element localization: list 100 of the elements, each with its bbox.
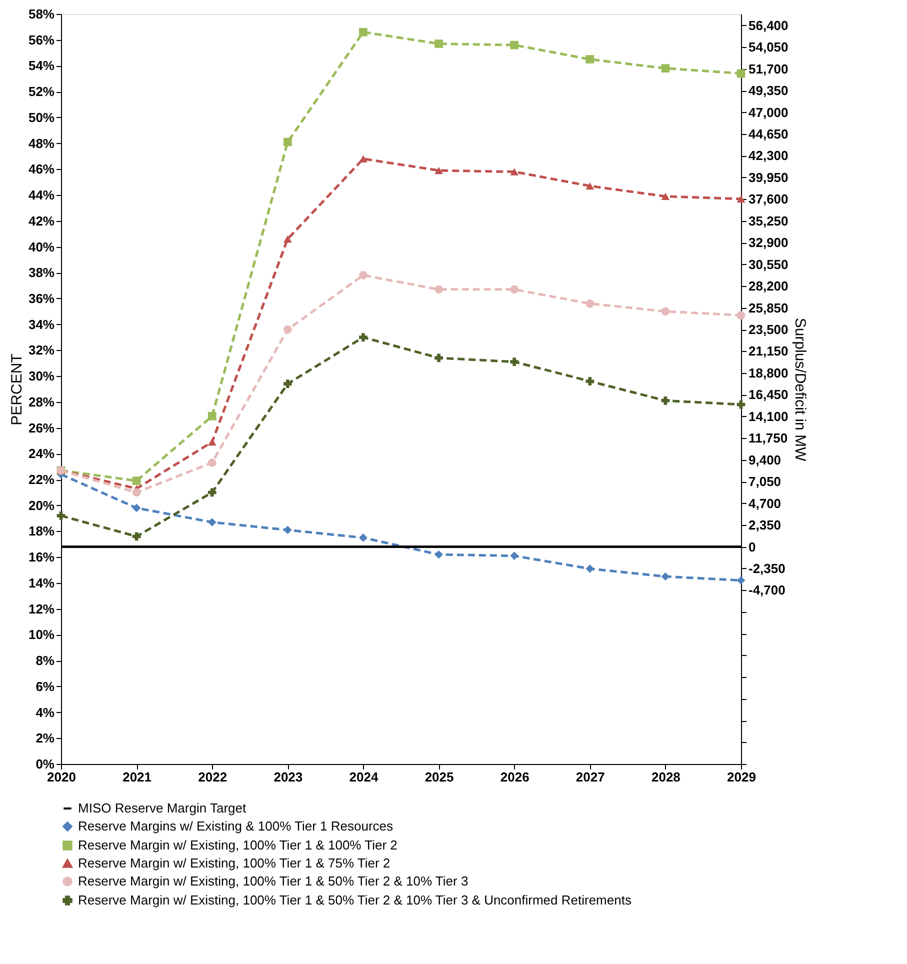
- y-tick-label: 12%: [28, 601, 55, 616]
- point: [586, 55, 594, 64]
- y2-tick-label: 32,900: [748, 235, 788, 250]
- y-tick-label: 40%: [28, 239, 55, 254]
- y2-tick-label: 37,600: [748, 192, 788, 207]
- y-tick-label: 24%: [28, 446, 55, 462]
- point: [434, 354, 443, 362]
- point: [132, 532, 141, 541]
- point: [359, 534, 368, 542]
- point: [510, 168, 519, 176]
- x-tick-label: 2028: [651, 770, 680, 784]
- y2-tick-label: 9,400: [748, 452, 782, 468]
- y-tick-label: 50%: [28, 110, 55, 125]
- point: [283, 526, 292, 534]
- y2-tick-label: 30,550: [748, 256, 788, 272]
- y-tick-label: 30%: [28, 368, 55, 384]
- y2-tick-label: 35,250: [748, 213, 788, 228]
- y-tick-label: 10%: [28, 627, 55, 642]
- y2-tick-label: 54,050: [748, 40, 788, 55]
- point: [736, 195, 746, 203]
- point: [510, 285, 519, 294]
- point: [661, 64, 670, 72]
- y-tick-label: 54%: [28, 58, 55, 74]
- point: [208, 412, 216, 420]
- y-tick-label: 46%: [28, 162, 55, 177]
- point: [736, 311, 746, 320]
- legend-label: Reserve Margin w/ Existing, 100% Tier 1 & 75% Tier 2: [78, 856, 390, 870]
- point: [208, 488, 216, 497]
- legend-label: Reserve Margins w/ Existing & 100% Tier 1 Resources: [78, 818, 394, 834]
- legend-label: MISO Reserve Margin Target: [78, 800, 246, 816]
- y-tick-label: 56%: [28, 32, 55, 48]
- y2-tick-label: 11,750: [748, 430, 788, 446]
- x-tick-label: 2023: [274, 770, 303, 784]
- point: [132, 504, 141, 512]
- y2-tick-label: 51,700: [748, 61, 788, 76]
- x-tick-label: 2021: [122, 770, 152, 784]
- y2-tick-label: 56,400: [748, 18, 788, 33]
- y2-tick-label: 21,150: [748, 344, 788, 359]
- y2-tick-label: 2,350: [748, 518, 782, 533]
- y-tick-label: 16%: [28, 550, 55, 565]
- y-tick-label: 38%: [28, 265, 55, 280]
- point: [510, 552, 519, 560]
- y-tick-label: 32%: [28, 342, 55, 358]
- y2-tick-label: -2,350: [748, 560, 786, 576]
- y2-tick-label: 42,300: [748, 148, 788, 164]
- y-tick-label: 58%: [28, 6, 55, 22]
- point: [434, 40, 443, 48]
- y-tick-label: 42%: [28, 213, 55, 228]
- point: [586, 182, 594, 190]
- y-tick-label: 34%: [28, 316, 55, 332]
- y2-tick-label: 14,100: [748, 408, 788, 424]
- point: [510, 40, 519, 50]
- point: [434, 285, 443, 294]
- point: [586, 299, 594, 308]
- point: [283, 235, 292, 243]
- y2-tick-label: -4,700: [748, 582, 786, 598]
- y-tick-label: 14%: [28, 575, 55, 590]
- y-tick-label: 52%: [28, 84, 55, 100]
- y-tick-label: 28%: [28, 394, 55, 410]
- point: [283, 380, 292, 388]
- y-tick-label: 0%: [36, 756, 55, 772]
- point: [586, 377, 594, 386]
- y2-tick-label: 25,850: [748, 300, 788, 316]
- point: [132, 488, 141, 497]
- point: [56, 512, 66, 520]
- point: [434, 166, 443, 174]
- point: [661, 307, 670, 316]
- x-tick-label: 2020: [47, 770, 76, 784]
- point: [208, 518, 216, 526]
- y2-tick-label: 39,950: [748, 170, 788, 185]
- point: [359, 28, 368, 36]
- y-tick-label: 26%: [28, 420, 55, 436]
- point: [434, 550, 443, 559]
- x-tick-label: 2022: [198, 770, 228, 784]
- point: [283, 325, 292, 334]
- y-tick-label: 8%: [36, 653, 55, 668]
- x-tick-label: 2027: [576, 770, 605, 784]
- point: [586, 564, 594, 573]
- y2-tick-label: 18,800: [748, 365, 788, 380]
- y-tick-label: 2%: [36, 730, 55, 746]
- point: [283, 138, 292, 146]
- y2-tick-label: 16,450: [748, 387, 788, 402]
- y2-tick-label: 23,500: [748, 322, 788, 338]
- y2-tick-label: 49,350: [748, 83, 788, 98]
- y2-axis-title: Surplus/Deficit in MW: [791, 318, 808, 462]
- point: [510, 358, 519, 366]
- y-tick-label: 4%: [36, 704, 55, 720]
- point: [736, 69, 746, 78]
- point: [661, 192, 670, 200]
- y2-tick-label: 47,000: [748, 104, 788, 120]
- x-tick-label: 2029: [727, 770, 756, 784]
- y2-tick-label: 4,700: [748, 496, 782, 511]
- point: [359, 155, 368, 162]
- y-tick-label: 44%: [28, 188, 55, 203]
- y-tick-label: 20%: [28, 498, 55, 513]
- legend-label: Reserve Margin w/ Existing, 100% Tier 1 & 50% Tier 2 & 10% Tier 3 & Unconfirmed Retirements: [78, 892, 632, 908]
- y-tick-label: 48%: [28, 136, 55, 151]
- point: [736, 576, 746, 585]
- y-tick-label: 6%: [36, 678, 55, 694]
- y2-tick-label: 28,200: [748, 278, 788, 294]
